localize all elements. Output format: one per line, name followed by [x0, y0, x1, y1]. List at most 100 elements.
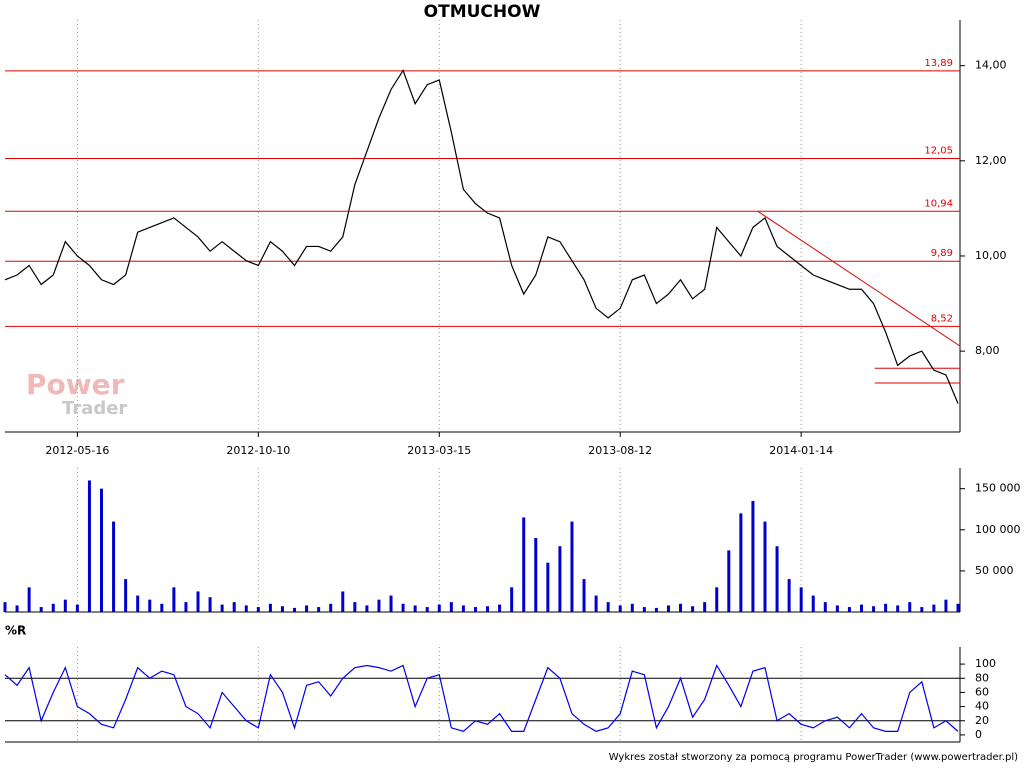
volume-bar: [75, 604, 79, 612]
volume-bar: [377, 599, 381, 612]
volume-bar: [666, 605, 670, 612]
volume-bar: [859, 604, 863, 612]
volume-bar: [148, 599, 152, 612]
volume-bar: [293, 607, 297, 612]
volume-bar: [39, 607, 43, 612]
volume-bar: [703, 602, 707, 612]
volume-bar: [172, 587, 176, 612]
volume-bar: [317, 607, 321, 612]
volume-bar: [3, 602, 7, 612]
volume-bar: [872, 606, 876, 612]
volume-bar: [184, 602, 188, 612]
y-tick-label: 12,00: [975, 154, 1007, 167]
volume-bar: [437, 604, 441, 612]
trend-line: [757, 210, 961, 347]
x-tick-label: 2013-03-15: [407, 444, 471, 457]
volume-bar: [365, 605, 369, 612]
volume-bar: [775, 546, 779, 612]
volume-bar: [558, 546, 562, 612]
volume-bar: [112, 521, 116, 612]
y-tick-label: 20: [975, 714, 989, 727]
volume-bar: [727, 550, 731, 612]
volume-bar: [341, 591, 345, 612]
volume-bar: [124, 579, 128, 612]
volume-bar: [401, 603, 405, 612]
y-tick-label: 0: [975, 728, 982, 741]
volume-bar: [244, 605, 248, 612]
y-tick-label: 10,00: [975, 249, 1007, 262]
level-label: 8,52: [931, 313, 953, 324]
volume-bar: [691, 606, 695, 612]
footer: Wykres został stworzony za pomocą progra…: [609, 752, 1018, 763]
logo-text: Power: [26, 368, 125, 401]
volume-bar: [606, 602, 610, 612]
y-tick-label: 8,00: [975, 344, 1000, 357]
volume-bar: [425, 607, 429, 612]
x-tick-label: 2012-10-10: [226, 444, 290, 457]
y-tick-label: 40: [975, 700, 989, 713]
volume-bar: [835, 605, 839, 612]
volume-bar: [136, 595, 140, 612]
volume-bar: [280, 606, 284, 612]
price-line: [4, 664, 959, 733]
volume-bar: [473, 607, 477, 612]
y-tick-label: 50 000: [975, 564, 1014, 577]
volume-bar: [654, 607, 658, 612]
volume-bar: [486, 606, 490, 612]
volume-bar: [944, 599, 948, 612]
x-tick-label: 2013-08-12: [588, 444, 652, 457]
volume-bar: [884, 603, 888, 612]
volume-bar: [498, 604, 502, 612]
volume-bar: [27, 587, 31, 612]
volume-bar: [896, 605, 900, 612]
level-label: 12,05: [924, 145, 953, 156]
volume-bar: [751, 501, 755, 612]
indicator-title: %R: [5, 624, 26, 638]
volume-bar: [461, 605, 465, 612]
level-label: 10,94: [924, 198, 953, 209]
volume-bar: [582, 579, 586, 612]
volume-bar: [510, 587, 514, 612]
volume-bar: [642, 607, 646, 612]
volume-bar: [160, 603, 164, 612]
volume-bar: [823, 602, 827, 612]
volume-bar: [100, 488, 104, 612]
volume-bar: [220, 604, 224, 612]
x-tick-label: 2012-05-16: [45, 444, 109, 457]
level-label: 13,89: [924, 58, 953, 69]
volume-bar: [329, 603, 333, 612]
logo-text: Trader: [62, 398, 127, 419]
level-label: 9,89: [931, 248, 953, 259]
volume-bar: [15, 605, 19, 612]
volume-bar: [811, 595, 815, 612]
volume-bar: [51, 603, 55, 612]
volume-bar: [534, 538, 538, 612]
volume-bar: [353, 602, 357, 612]
volume-bar: [630, 603, 634, 612]
volume-bar: [570, 521, 574, 612]
volume-bar: [715, 587, 719, 612]
y-tick-label: 60: [975, 685, 989, 698]
volume-bar: [522, 517, 526, 612]
volume-bar: [908, 602, 912, 612]
volume-bar: [268, 603, 272, 612]
volume-bar: [920, 607, 924, 612]
volume-bar: [87, 480, 91, 612]
volume-bar: [389, 595, 393, 612]
y-tick-label: 100 000: [975, 523, 1021, 536]
chart-title: OTMUCHOW: [424, 2, 541, 22]
y-tick-label: 80: [975, 671, 989, 684]
volume-bar: [232, 602, 236, 612]
volume-bar: [594, 595, 598, 612]
volume-bar: [208, 597, 212, 612]
volume-bar: [932, 604, 936, 612]
y-tick-label: 100: [975, 657, 996, 670]
volume-bar: [449, 602, 453, 612]
volume-bar: [739, 513, 743, 612]
volume-bar: [956, 603, 960, 612]
volume-bar: [546, 562, 550, 612]
volume-bar: [847, 607, 851, 612]
volume-bar: [787, 579, 791, 612]
